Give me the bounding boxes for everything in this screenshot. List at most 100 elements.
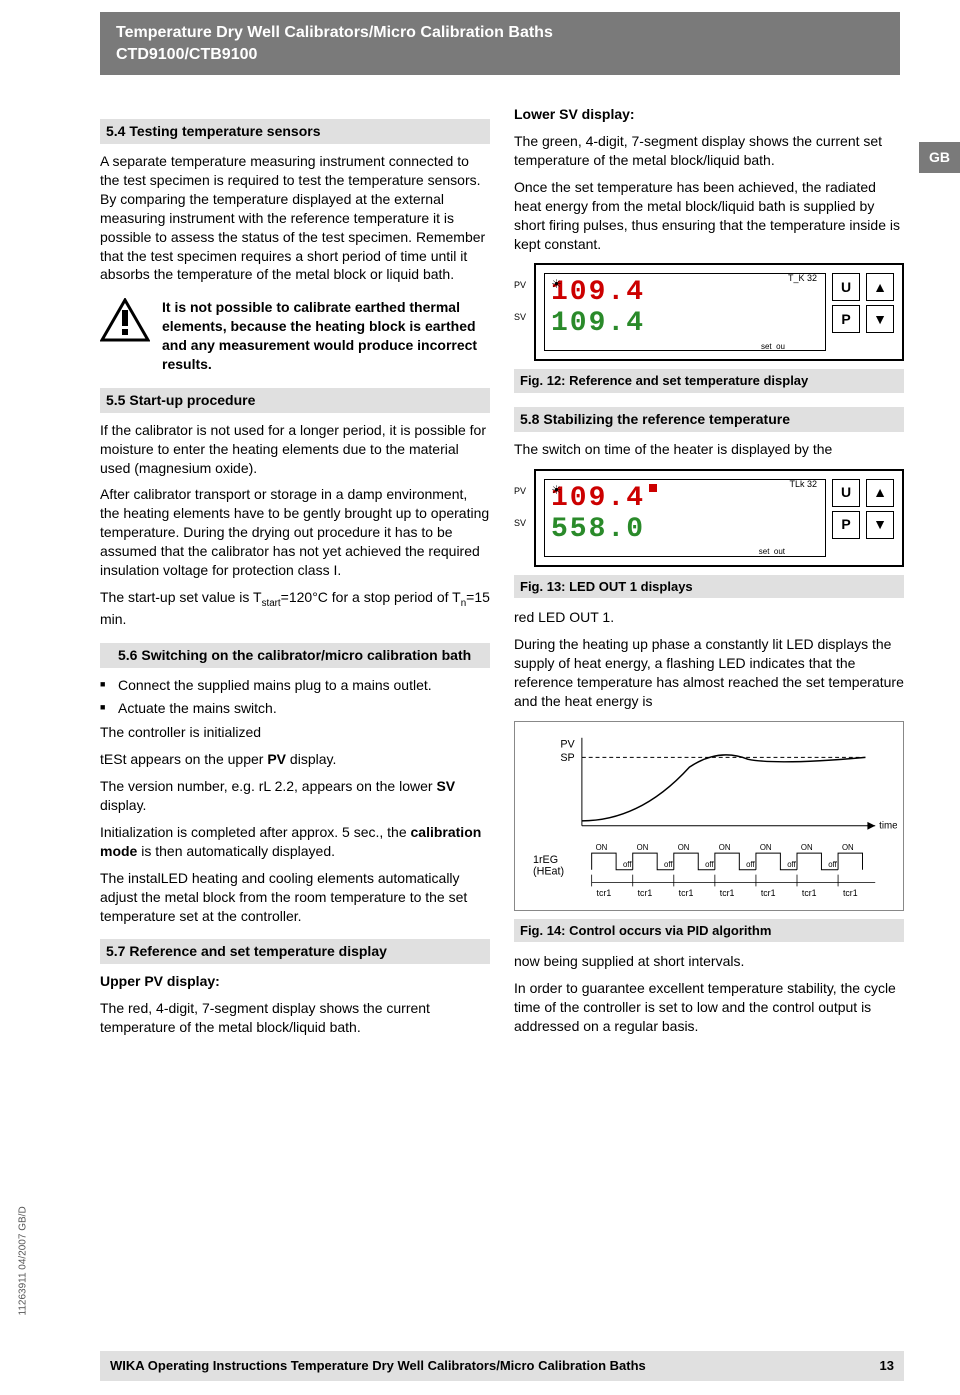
header-line2: CTD9100/CTB9100	[116, 44, 884, 66]
p-button[interactable]: P	[832, 511, 860, 539]
svg-text:tcr1: tcr1	[761, 888, 776, 898]
warning-block: It is not possible to calibrate earthed …	[100, 298, 490, 374]
warning-icon	[100, 298, 150, 342]
pv-label: PV	[514, 279, 526, 291]
lower-sv-label: Lower SV display:	[514, 105, 904, 124]
para-5-8c: During the heating up phase a constantly…	[514, 635, 904, 711]
heading-5-6: 5.6 Switching on the calibrator/micro ca…	[100, 643, 490, 668]
sv-value: 109.4	[551, 309, 819, 340]
header-line1: Temperature Dry Well Calibrators/Micro C…	[116, 22, 884, 44]
list-item: Actuate the mains switch.	[100, 699, 490, 718]
main-content: 5.4 Testing temperature sensors A separa…	[0, 75, 960, 1045]
para-5-5a: If the calibrator is not used for a long…	[100, 421, 490, 478]
sv-value: 558.0	[551, 515, 819, 546]
u-button[interactable]: U	[832, 273, 860, 301]
svg-text:off: off	[828, 860, 837, 869]
page-header: Temperature Dry Well Calibrators/Micro C…	[100, 12, 900, 75]
svg-text:off: off	[746, 860, 755, 869]
lcd-model: TLk 32	[789, 478, 817, 490]
u-button[interactable]: U	[832, 479, 860, 507]
para-5-6c: The version number, e.g. rL 2.2, appears…	[100, 777, 490, 815]
svg-text:1rEG: 1rEG	[533, 854, 558, 866]
para-5-6a: The controller is initialized	[100, 723, 490, 742]
sv-label: SV	[514, 311, 526, 323]
heading-5-4: 5.4 Testing temperature sensors	[100, 119, 490, 144]
p-button[interactable]: P	[832, 305, 860, 333]
svg-text:off: off	[787, 860, 796, 869]
para-5-6e: The instalLED heating and cooling elemen…	[100, 869, 490, 926]
language-tab: GB	[919, 142, 960, 173]
fig13-caption: Fig. 13: LED OUT 1 displays	[514, 575, 904, 599]
fig12-caption: Fig. 12: Reference and set temperature d…	[514, 369, 904, 393]
para-5-8e: In order to guarantee excellent temperat…	[514, 979, 904, 1036]
upper-pv-label: Upper PV display:	[100, 972, 490, 991]
footer-text: WIKA Operating Instructions Temperature …	[110, 1357, 646, 1375]
sv-label: SV	[514, 517, 526, 529]
up-button[interactable]: ▲	[866, 479, 894, 507]
svg-text:tcr1: tcr1	[802, 888, 817, 898]
svg-text:tcr1: tcr1	[638, 888, 653, 898]
svg-text:ON: ON	[596, 843, 608, 852]
lcd-bottom: set out	[759, 547, 785, 558]
heading-5-7: 5.7 Reference and set temperature displa…	[100, 939, 490, 964]
fig12-panel: PV SV ☀ T_K 32 109.4 109.4 set ou U P ▲ …	[534, 263, 904, 361]
button-col-1: U P	[832, 479, 860, 557]
para-5-6d: Initialization is completed after approx…	[100, 823, 490, 861]
warning-text: It is not possible to calibrate earthed …	[162, 298, 490, 374]
down-button[interactable]: ▼	[866, 511, 894, 539]
pv-label: PV	[514, 485, 526, 497]
svg-text:ON: ON	[719, 843, 731, 852]
list-item: Connect the supplied mains plug to a mai…	[100, 676, 490, 695]
right-column: Lower SV display: The green, 4-digit, 7-…	[514, 105, 904, 1045]
svg-text:tcr1: tcr1	[843, 888, 858, 898]
svg-text:ON: ON	[842, 843, 854, 852]
page-number: 13	[880, 1357, 894, 1375]
svg-text:tcr1: tcr1	[679, 888, 694, 898]
svg-text:off: off	[664, 860, 673, 869]
document-ref: 11263911 04/2007 GB/D	[17, 1206, 31, 1315]
up-button[interactable]: ▲	[866, 273, 894, 301]
bullet-list-5-6: Connect the supplied mains plug to a mai…	[100, 676, 490, 718]
svg-text:SP: SP	[560, 752, 574, 764]
para-5-8a: The switch on time of the heater is disp…	[514, 440, 904, 459]
svg-text:ON: ON	[801, 843, 813, 852]
para-sv2: Once the set temperature has been achiev…	[514, 178, 904, 254]
fig14-caption: Fig. 14: Control occurs via PID algorith…	[514, 919, 904, 943]
pv-value: 109.4	[551, 484, 819, 515]
sun-icon: ☀	[551, 482, 562, 498]
pid-svg: time PV SP 1rEG (HEat) ONoff ONo	[521, 728, 897, 904]
svg-text:PV: PV	[560, 738, 575, 750]
fig13-panel: PV SV ☀ TLk 32 109.4 558.0 set out U P ▲…	[534, 469, 904, 567]
left-column: 5.4 Testing temperature sensors A separa…	[100, 105, 490, 1045]
para-5-8b: red LED OUT 1.	[514, 608, 904, 627]
lcd-display: ☀ TLk 32 109.4 558.0 set out	[544, 479, 826, 557]
page-footer: WIKA Operating Instructions Temperature …	[100, 1351, 904, 1381]
para-5-5b: After calibrator transport or storage in…	[100, 485, 490, 579]
para-5-4: A separate temperature measuring instrum…	[100, 152, 490, 284]
button-col-2: ▲ ▼	[866, 273, 894, 351]
para-5-8d: now being supplied at short intervals.	[514, 952, 904, 971]
heading-5-8: 5.8 Stabilizing the reference temperatur…	[514, 407, 904, 432]
lcd-bottom: set ou	[761, 342, 785, 353]
lcd-model: T_K 32	[788, 272, 817, 284]
down-button[interactable]: ▼	[866, 305, 894, 333]
svg-text:ON: ON	[678, 843, 690, 852]
svg-text:tcr1: tcr1	[597, 888, 612, 898]
svg-text:time: time	[879, 820, 897, 831]
para-5-6b: tESt appears on the upper PV display.	[100, 750, 490, 769]
svg-text:(HEat): (HEat)	[533, 865, 564, 877]
fig14-chart: time PV SP 1rEG (HEat) ONoff ONo	[514, 721, 904, 911]
lcd-display: ☀ T_K 32 109.4 109.4 set ou	[544, 273, 826, 351]
svg-text:ON: ON	[760, 843, 772, 852]
heading-5-5: 5.5 Start-up procedure	[100, 388, 490, 413]
svg-text:off: off	[623, 860, 632, 869]
para-5-5c: The start-up set value is Tstart=120°C f…	[100, 588, 490, 629]
svg-text:ON: ON	[637, 843, 649, 852]
button-col-1: U P	[832, 273, 860, 351]
para-sv1: The green, 4-digit, 7-segment display sh…	[514, 132, 904, 170]
para-5-7: The red, 4-digit, 7-segment display show…	[100, 999, 490, 1037]
svg-text:off: off	[705, 860, 714, 869]
sun-icon: ☀	[551, 276, 562, 292]
svg-text:tcr1: tcr1	[720, 888, 735, 898]
button-col-2: ▲ ▼	[866, 479, 894, 557]
